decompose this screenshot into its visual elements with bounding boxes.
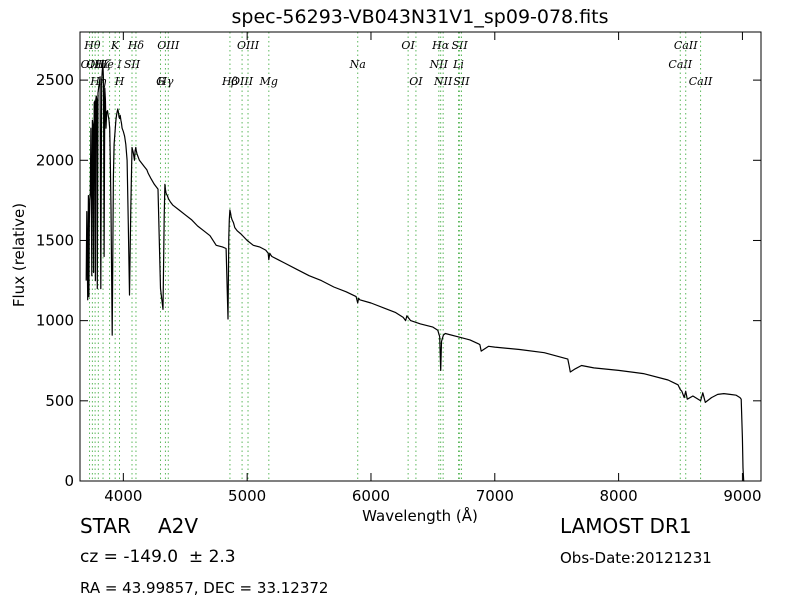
plot-area-frame — [79, 31, 762, 482]
line-marker-label: Na — [349, 58, 366, 71]
x-tick-label: 8000 — [600, 487, 638, 505]
y-axis-ticks: 0 500 1000 1500 2000 2500 — [36, 71, 761, 490]
line-marker-label: OIII — [157, 39, 180, 52]
line-marker-label: OIII — [231, 75, 254, 88]
y-axis-label: Flux (relative) — [10, 203, 28, 307]
line-marker-label: NII — [433, 75, 453, 88]
coordinates: RA = 43.99857, DEC = 33.12372 — [80, 579, 329, 597]
line-marker-label: SII — [124, 58, 141, 71]
spectrum-series-line — [85, 63, 745, 482]
line-marker-label: CaII — [668, 58, 692, 71]
y-tick-label: 2000 — [36, 151, 74, 169]
line-marker-label: Hδ — [127, 39, 145, 52]
line-marker-label: OI — [409, 75, 423, 88]
line-marker-label: Hα — [431, 39, 450, 52]
line-marker-label: NII — [429, 58, 449, 71]
line-marker-label: K — [110, 39, 120, 52]
line-marker-label: CaII — [689, 75, 713, 88]
observation-date: Obs-Date:20121231 — [560, 549, 712, 567]
line-marker-label: Mg — [259, 75, 278, 88]
line-marker-label: Hγ — [156, 75, 174, 88]
line-marker-label: Hθ — [83, 39, 101, 52]
chart-title: spec-56293-VB043N31V1_sp09-078.fits — [231, 6, 608, 28]
object-class: STAR — [80, 514, 131, 538]
line-marker-label: OI — [401, 39, 415, 52]
line-marker-label: Li — [452, 58, 464, 71]
line-marker-label: OII — [86, 58, 104, 71]
x-tick-label: 9000 — [723, 487, 761, 505]
line-marker-label: SII — [452, 39, 469, 52]
spectral-subclass: A2V — [158, 514, 199, 538]
x-axis-ticks: 4000 5000 6000 7000 8000 9000 — [104, 32, 762, 505]
x-tick-label: 4000 — [104, 487, 142, 505]
line-marker-label: CaII — [674, 39, 698, 52]
y-tick-label: 1000 — [36, 312, 74, 330]
line-marker-label: OIII — [237, 39, 260, 52]
line-marker-label: SII — [453, 75, 470, 88]
x-tick-label: 6000 — [352, 487, 390, 505]
line-marker-label: He I — [97, 58, 123, 71]
line-marker-label: OII — [81, 58, 99, 71]
x-tick-label: 5000 — [228, 487, 266, 505]
survey-name: LAMOST DR1 — [560, 514, 692, 538]
y-tick-label: 500 — [45, 392, 74, 410]
y-tick-label: 1500 — [36, 231, 74, 249]
x-axis-label: Wavelength (Å) — [362, 506, 478, 525]
y-tick-label: 0 — [64, 472, 74, 490]
x-tick-label: 7000 — [476, 487, 514, 505]
line-marker-label: Hβ — [221, 75, 238, 88]
series-layer — [85, 63, 745, 482]
line-marker-label: Hη — [89, 75, 107, 88]
redshift-readout: cz = -149.0 ± 2.3 — [80, 547, 236, 567]
line-marker-label: G — [156, 75, 165, 88]
line-marker-label: H — [114, 75, 125, 88]
y-tick-label: 2500 — [36, 71, 74, 89]
